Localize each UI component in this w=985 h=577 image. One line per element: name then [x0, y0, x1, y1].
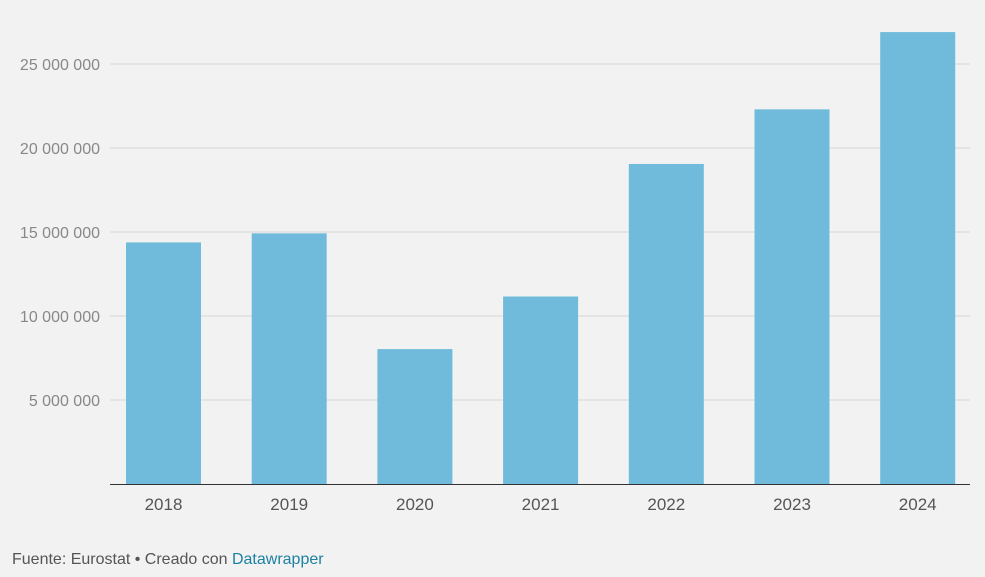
bar-2022 [628, 163, 704, 484]
x-tick-label: 2022 [647, 495, 685, 514]
bar-chart: 5 000 000 10 000 000 15 000 000 20 000 000 2… [20, 32, 970, 514]
bar-2019 [251, 233, 327, 484]
x-tick-label: 2019 [270, 495, 308, 514]
x-tick-label: 2024 [899, 495, 937, 514]
separator: • [130, 551, 145, 568]
y-tick-label: 10 000 000 [20, 309, 100, 326]
chart-footer: Fuente: Eurostat • Creado con Datawrappe… [12, 551, 324, 569]
y-tick-label: 20 000 000 [20, 141, 100, 158]
bar-2020 [377, 349, 453, 484]
bar-2024 [880, 32, 956, 484]
bars [126, 32, 956, 485]
y-tick-label: 5 000 000 [29, 393, 100, 410]
datawrapper-link[interactable]: Datawrapper [231, 551, 324, 568]
source-text: Fuente: Eurostat [12, 551, 131, 568]
y-axis-ticks: 5 000 000 10 000 000 15 000 000 20 000 000 2… [20, 57, 100, 410]
y-tick-label: 25 000 000 [20, 57, 100, 74]
created-with-text: Creado con [144, 551, 232, 568]
bar-2023 [754, 109, 830, 485]
x-tick-label: 2020 [396, 495, 434, 514]
x-tick-label: 2023 [773, 495, 811, 514]
x-axis-ticks: 2018 2019 2020 2021 2022 2023 2024 [145, 495, 937, 514]
x-tick-label: 2021 [522, 495, 560, 514]
bar-2021 [503, 296, 579, 484]
y-tick-label: 15 000 000 [20, 225, 100, 242]
bar-2018 [126, 242, 201, 484]
x-tick-label: 2018 [145, 495, 183, 514]
